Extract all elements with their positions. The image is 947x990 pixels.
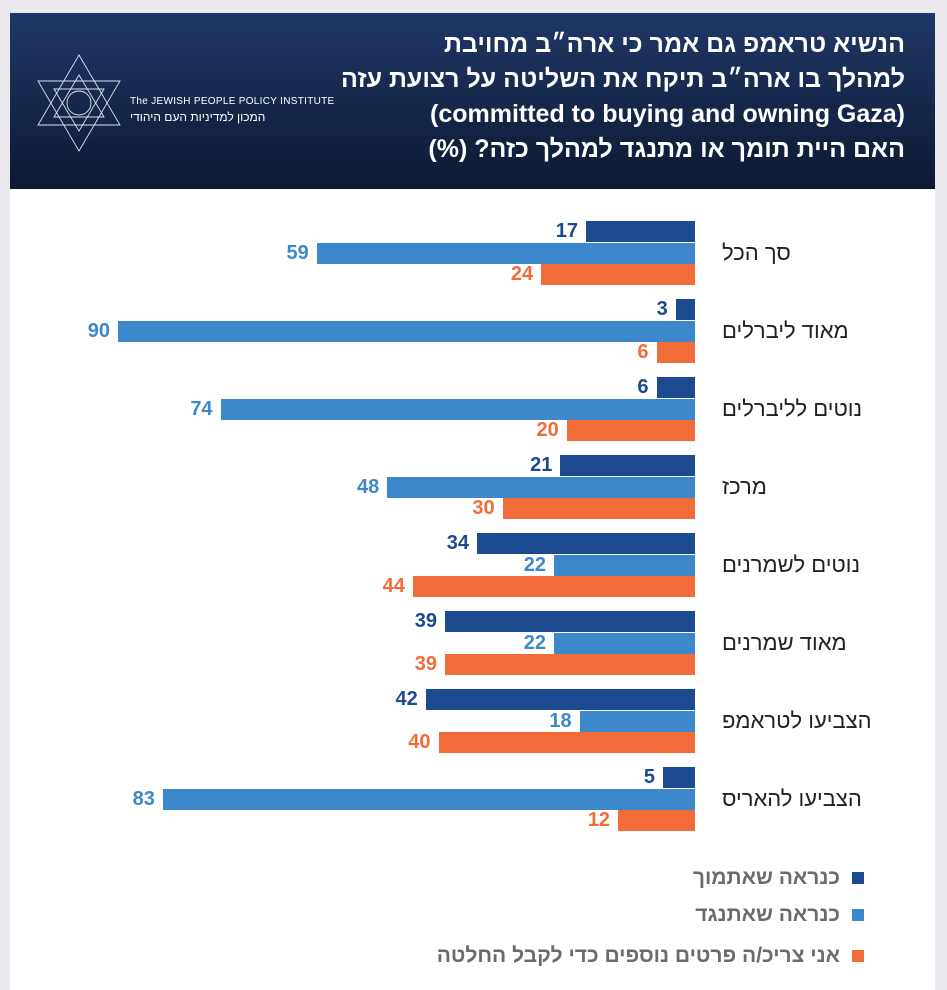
bar [425, 689, 695, 710]
data-label: 39 [414, 610, 437, 632]
title-line: (committed to buying and owning Gaza) [430, 100, 905, 128]
data-label: 20 [536, 419, 559, 441]
category-label: מרכז [722, 474, 767, 499]
category-label: סך הכל [722, 240, 791, 265]
bar [444, 654, 695, 675]
bar [444, 611, 695, 632]
data-label: 83 [132, 787, 155, 810]
bar [656, 377, 695, 398]
legend-swatch-oppose [852, 909, 864, 921]
data-label: 30 [472, 497, 495, 519]
data-label: 90 [87, 319, 110, 342]
bar [566, 420, 695, 441]
data-label: 6 [637, 376, 649, 398]
logo-english-text: The JEWISH PEOPLE POLICY INSTITUTE [130, 96, 335, 107]
bar [553, 554, 695, 576]
data-label: 44 [382, 575, 405, 597]
category-label: נוטים לשמרנים [722, 552, 861, 577]
legend-item-support: כנראה שאתמוך [693, 866, 864, 890]
legend-swatch-support [852, 872, 864, 884]
legend-item-need-details: אני צריכ/ה פרטים נוספים כדי לקבל החלטה [437, 944, 864, 968]
data-label: 34 [446, 532, 470, 554]
chart-title: הנשיא טראמפ גם אמר כי ארה״ב מחויבת למהלך… [265, 27, 905, 167]
bar [118, 320, 695, 342]
category-label: נוטים לליברלים [722, 396, 863, 421]
bar [553, 632, 695, 654]
logo-hebrew-text: המכון למדיניות העם היהודי [130, 110, 266, 124]
data-label: 6 [637, 341, 649, 363]
category-label: מאוד שמרנים [722, 630, 847, 655]
category-label: הצביעו לטראמפ [722, 708, 872, 733]
bar [579, 710, 695, 732]
data-label: 18 [549, 709, 572, 732]
bar [662, 767, 695, 788]
header-banner: הנשיא טראמפ גם אמר כי ארה״ב מחויבת למהלך… [10, 13, 935, 189]
bar [477, 533, 695, 554]
jppi-logo: The JEWISH PEOPLE POLICY INSTITUTE המכון… [32, 53, 334, 163]
bar [656, 342, 695, 363]
category-label: הצביעו להאריס [722, 786, 862, 811]
title-line: למהלך בו ארה״ב תיקח את השליטה על רצועת ע… [341, 65, 905, 93]
bar [560, 455, 695, 476]
bar [316, 242, 695, 264]
legend-label: כנראה שאתנגד [695, 903, 840, 926]
data-label: 17 [555, 220, 578, 242]
bar [675, 299, 695, 320]
bar [502, 498, 695, 519]
data-label: 3 [656, 298, 668, 320]
bar [618, 810, 695, 831]
data-label: 42 [395, 688, 418, 710]
bar [412, 576, 695, 597]
title-line: הנשיא טראמפ גם אמר כי ארה״ב מחויבת [443, 30, 905, 58]
legend-label: כנראה שאתמוך [692, 866, 840, 889]
bar [541, 264, 695, 285]
title-line: האם היית תומך או מתנגד למהלך כזה? (%) [428, 135, 905, 163]
legend-swatch-need-details [852, 950, 864, 962]
data-label: 59 [286, 241, 309, 264]
star-of-david-logo-icon [37, 54, 121, 152]
data-label: 5 [643, 766, 655, 788]
bar [586, 221, 695, 242]
data-label: 22 [523, 631, 546, 654]
data-label: 22 [523, 553, 546, 576]
data-label: 48 [357, 475, 380, 498]
legend-label: אני צריכ/ה פרטים נוספים כדי לקבל החלטה [436, 944, 840, 967]
data-label: 21 [530, 454, 553, 476]
data-label: 40 [408, 731, 431, 753]
infographic-panel: הנשיא טראמפ גם אמר כי ארה״ב מחויבת למהלך… [10, 13, 935, 990]
bar [162, 788, 695, 810]
data-label: 39 [414, 653, 437, 675]
bar [387, 476, 695, 498]
legend-item-oppose: כנראה שאתנגד [695, 903, 864, 927]
bar [438, 732, 695, 753]
data-label: 24 [510, 263, 534, 285]
bar [220, 398, 695, 420]
data-label: 74 [190, 397, 213, 420]
category-label: מאוד ליברלים [722, 318, 849, 343]
data-label: 12 [587, 809, 611, 831]
